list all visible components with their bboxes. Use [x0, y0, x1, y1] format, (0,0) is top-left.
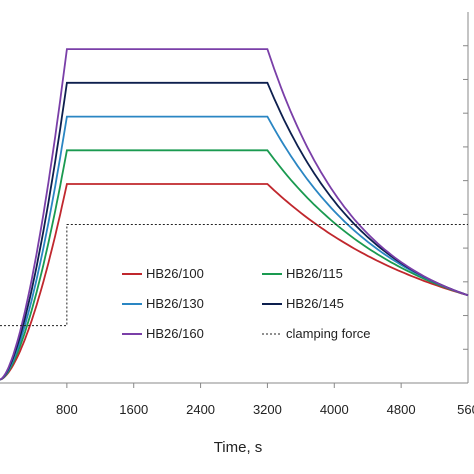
x-axis-ticks: 800 1600 2400 3200 4000 4800 560 — [56, 383, 474, 417]
legend-label: HB26/115 — [286, 266, 343, 281]
x-tick-label: 800 — [56, 402, 78, 417]
legend-label: HB26/130 — [146, 296, 204, 311]
x-tick-label: 4000 — [320, 402, 349, 417]
legend-label: HB26/145 — [286, 296, 344, 311]
legend-label: clamping force — [286, 326, 371, 341]
series-line-hb26-115 — [0, 149, 469, 381]
x-axis-title: Time, s — [214, 439, 263, 456]
legend-label: HB26/160 — [146, 326, 204, 341]
legend: HB26/100 HB26/115 HB26/130 HB26/145 HB26/160… — [122, 266, 371, 341]
x-tick-label: 3200 — [253, 402, 282, 417]
x-tick-label: 1600 — [119, 402, 148, 417]
series-line-clamping-force — [0, 223, 468, 327]
x-tick-label: 2400 — [186, 402, 215, 417]
series-line-hb26-100 — [0, 183, 469, 381]
series-line-hb26-160 — [0, 48, 469, 381]
series-layer — [0, 48, 469, 381]
y-axis-ticks — [463, 45, 468, 350]
legend-label: HB26/100 — [146, 266, 204, 281]
plot-frame — [0, 12, 469, 384]
x-tick-label: 560 — [457, 402, 474, 417]
x-tick-label: 4800 — [387, 402, 416, 417]
series-line-hb26-130 — [0, 115, 469, 381]
